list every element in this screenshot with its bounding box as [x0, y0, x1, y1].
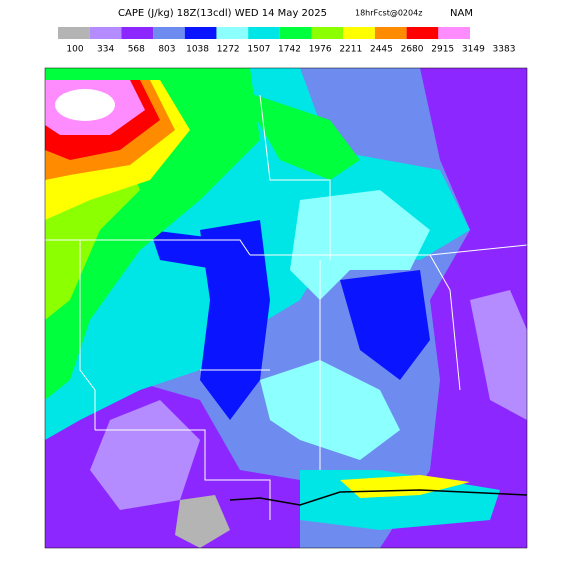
- colorbar-label: 803: [158, 45, 175, 55]
- state-border: [429, 244, 527, 256]
- cape-region: [340, 270, 430, 380]
- colorbar-label: 1976: [309, 45, 332, 55]
- state-border: [79, 240, 96, 430]
- state-border: [95, 429, 271, 520]
- colorbar-label: 2211: [339, 45, 362, 55]
- color-swatch: [89, 27, 122, 39]
- color-swatch: [311, 27, 344, 39]
- map-frame: [44, 67, 528, 549]
- color-swatch: [406, 27, 439, 39]
- model: NAM: [450, 8, 473, 19]
- colorbar-label: 334: [97, 45, 114, 55]
- cape-region: [175, 495, 230, 548]
- color-swatch: [374, 27, 407, 39]
- map: [45, 68, 527, 548]
- colorbar-label: 3383: [493, 45, 516, 55]
- state-border: [250, 254, 461, 391]
- title: CAPE (J/kg) 18Z(13cdl) WED 14 May 2025: [118, 8, 327, 19]
- forecast: 18hrFcst@0204z: [355, 9, 422, 18]
- color-swatch: [216, 27, 249, 39]
- cape-region: [240, 90, 360, 180]
- color-swatch: [248, 27, 280, 39]
- colorbar-label: 2445: [370, 45, 393, 55]
- color-swatch: [121, 27, 154, 39]
- cape-region: [90, 400, 200, 510]
- cape-region: [340, 475, 470, 498]
- cape-region: [470, 290, 527, 420]
- color-swatch: [184, 27, 217, 39]
- colorbar-label: 1742: [278, 45, 301, 55]
- color-swatch: [438, 27, 470, 39]
- colorbar-label: 100: [66, 45, 83, 55]
- colorbar-label: 1507: [247, 45, 270, 55]
- colorbar: 100 334 568 803 1038 1272 1507 1742 1976 2211 2445…: [58, 27, 515, 55]
- colorbar-label: 568: [128, 45, 145, 55]
- cape-max: [55, 89, 115, 121]
- colorbar-label: 2680: [401, 45, 424, 55]
- color-swatch: [279, 27, 312, 39]
- coastline: [229, 489, 527, 506]
- state-border: [259, 94, 331, 260]
- cape-region: [260, 360, 400, 460]
- colorbar-label: 2915: [431, 45, 454, 55]
- cape-region: [290, 190, 430, 300]
- color-swatch: [343, 27, 375, 39]
- cape-region: [380, 68, 527, 548]
- colorbar-label: 1038: [186, 45, 209, 55]
- color-swatch: [58, 27, 90, 39]
- color-swatch: [153, 27, 185, 39]
- colorbar-label: 3149: [462, 45, 485, 55]
- colorbar-label: 1272: [217, 45, 240, 55]
- state-border: [45, 239, 251, 256]
